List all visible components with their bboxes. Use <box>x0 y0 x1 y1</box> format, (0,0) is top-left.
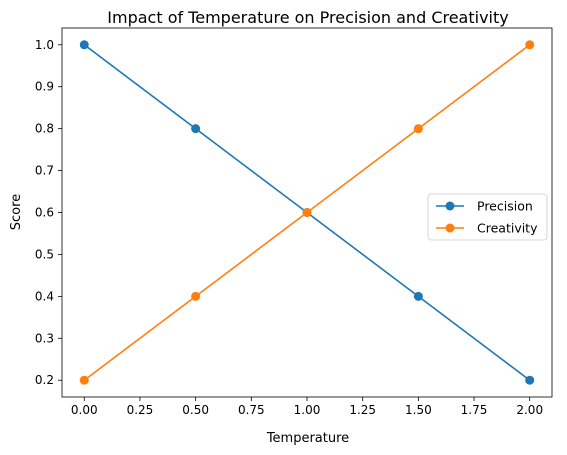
y-tick-label: 0.5 <box>35 247 54 261</box>
y-tick-label: 0.7 <box>35 164 54 178</box>
x-tick-label: 0.00 <box>71 403 98 417</box>
y-tick-label: 0.2 <box>35 373 54 387</box>
legend: Precision Creativity <box>427 193 548 241</box>
x-tick-label: 0.75 <box>238 403 265 417</box>
y-tick-label: 1.0 <box>35 38 54 52</box>
legend-marker-precision <box>445 201 455 211</box>
y-tick-label: 0.4 <box>35 289 54 303</box>
x-tick-label: 1.00 <box>294 403 321 417</box>
y-axis-label: Score <box>9 194 24 230</box>
y-tick-label: 0.9 <box>35 80 54 94</box>
plot-area <box>79 40 535 385</box>
legend-label-precision: Precision <box>477 199 533 214</box>
x-tick-label: 0.50 <box>182 403 209 417</box>
legend-label-creativity: Creativity <box>477 221 538 236</box>
y-tick-label: 0.6 <box>35 206 54 220</box>
x-tick-label: 1.75 <box>461 403 488 417</box>
axis-ticks: 0.00 0.25 0.50 0.75 1.00 1.25 1.50 1.75 2.00 0.2 0… <box>35 38 543 417</box>
y-tick-label: 0.8 <box>35 122 54 136</box>
chart-title: Impact of Temperature on Precision and C… <box>107 8 508 27</box>
data-point-precision <box>79 40 89 50</box>
data-point-creativity <box>525 40 535 50</box>
data-point-creativity <box>79 375 89 385</box>
y-tick-label: 0.3 <box>35 331 54 345</box>
data-point-precision <box>525 375 535 385</box>
x-tick-label: 2.00 <box>516 403 543 417</box>
legend-marker-creativity <box>445 223 455 233</box>
x-tick-label: 1.50 <box>405 403 432 417</box>
x-tick-label: 0.25 <box>127 403 154 417</box>
x-axis-label: Temperature <box>266 431 349 446</box>
x-tick-label: 1.25 <box>349 403 376 417</box>
data-point-creativity <box>413 124 423 134</box>
data-point-creativity <box>302 208 312 217</box>
data-point-precision <box>413 291 423 301</box>
data-point-creativity <box>191 291 201 301</box>
data-point-precision <box>191 124 201 134</box>
